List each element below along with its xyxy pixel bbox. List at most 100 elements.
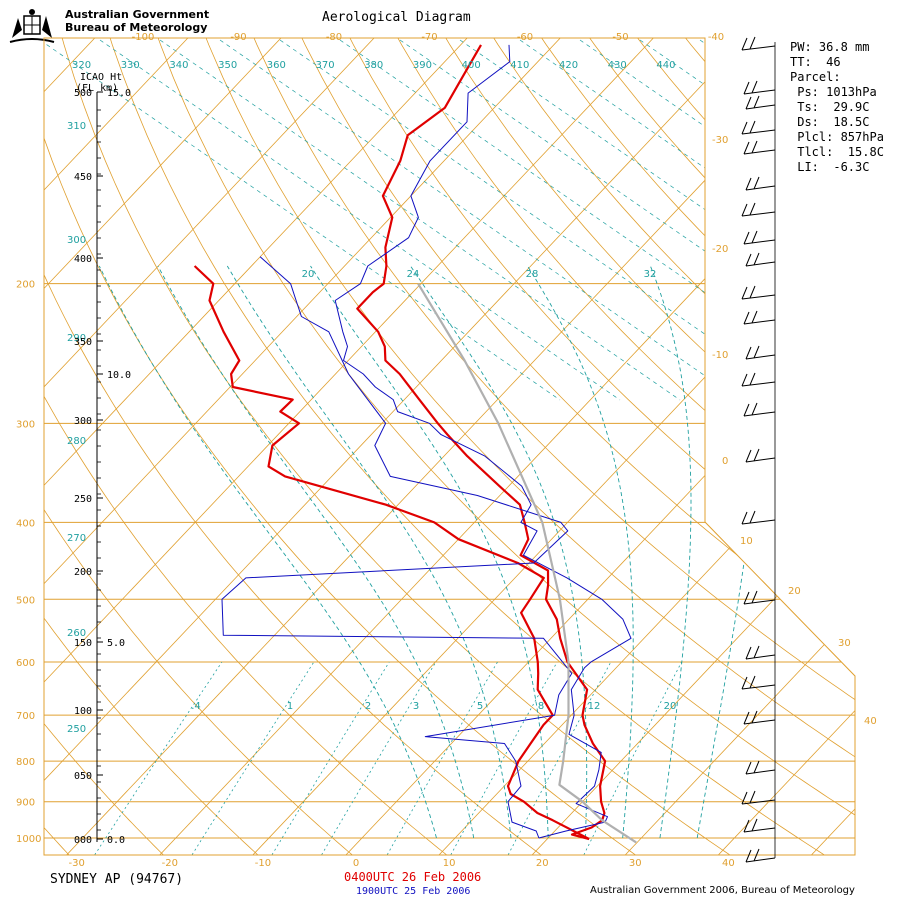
pressure-label-900: 900 [16,798,35,809]
dry-adiabat-260 [44,38,258,855]
height-fl-label-200: 200 [74,567,92,578]
theta-e-label-360: 360 [267,60,286,71]
right-temperature-label-20: 20 [788,586,801,597]
theta-e-label-320: 320 [72,60,91,71]
moist-adiabat-12 [157,265,475,839]
chart-title: Aerological Diagram [322,10,471,25]
wind-barb-flag [741,511,748,525]
moist-adiabat-label-24: 24 [407,269,420,280]
wind-barb-staff [741,684,776,690]
wind-barb-flag [743,591,750,605]
wind-barb-flag [741,676,748,690]
wind-barb-staff [745,857,776,863]
wind-barb [743,140,776,155]
temperature-axis-label-10: 10 [443,858,456,869]
moist-adiabat-8 [98,265,437,839]
wind-barb-flag [741,286,748,300]
dry-adiabat-290 [44,38,542,855]
wind-barb [745,645,776,660]
pressure-label-400: 400 [16,518,35,529]
isotherm--90 [44,38,348,855]
dry-adiabat-380 [381,38,855,855]
wind-barb [743,310,776,325]
top-temperature-label--100: -100 [132,32,155,43]
pressure-label-300: 300 [16,419,35,430]
mixing-ratio-20 [583,661,682,855]
right-temperature-label-0: 0 [722,456,728,467]
wind-barb-flag [745,761,752,775]
mixing-ratio-label-12: 12 [588,701,601,712]
wind-barb [745,95,776,110]
moist-adiabat-28 [527,265,634,839]
parcel-info-panel: PW: 36.8 mm TT: 46 Parcel: Ps: 1013hPa T… [790,40,884,175]
top-temperature-label--70: -70 [421,32,437,43]
moist-adiabat-32 [649,265,692,839]
lifted-index: LI: -6.3C [790,160,870,174]
wind-barb-flag [741,203,748,217]
theta-e-line-2 [159,39,681,401]
right-temperature-label-10: 10 [740,536,753,547]
pressure-label-800: 800 [16,757,35,768]
theta-e-line-8 [519,39,855,401]
height-km-label-15.0: 15.0 [107,88,131,99]
moist-adiabat-label-28: 28 [526,269,539,280]
theta-left-label-290: 290 [67,333,86,344]
wind-barb-staff [741,519,776,525]
theta-left-label-280: 280 [67,436,86,447]
temperature-axis-label-40: 40 [722,858,735,869]
top-temperature-label--50: -50 [612,32,628,43]
plot-frame [43,37,856,856]
total-totals: TT: 46 [790,55,841,69]
theta-e-label-440: 440 [656,60,675,71]
theta-e-label-340: 340 [169,60,188,71]
mixing-ratio-5 [386,661,498,855]
mixing-ratio-label-3: 3 [413,701,419,712]
wind-barb-flag [749,285,756,299]
wind-barb-flag [745,449,752,463]
top-temperature-label--40: -40 [708,32,724,43]
wind-barb-flag [749,36,756,50]
theta-e-label-420: 420 [559,60,578,71]
wind-barb-flag [745,849,752,863]
wind-barb-staff [745,654,776,660]
wind-barb [741,790,776,805]
top-temperature-label--90: -90 [230,32,246,43]
dewpoint-0400utc [193,265,590,840]
theta-left-label-310: 310 [67,121,86,132]
theta-e-line-0 [44,39,561,401]
wind-barb-flag [753,848,760,862]
wind-barb-staff [745,769,776,775]
height-fl-label-000: 000 [74,835,92,846]
height-fl-label-450: 450 [74,172,92,183]
moist-adiabat-label-20: 20 [302,269,315,280]
pressure-label-200: 200 [16,280,35,291]
isotherm--50 [44,38,720,855]
theta-e-line-5 [339,39,855,401]
wind-barb-flag [753,645,760,659]
mixing-ratio-label-5: 5 [477,701,483,712]
theta-e-line-7 [459,39,855,401]
wind-barb-flag [749,372,756,386]
parcel-lcl-pressure: Plcl: 857hPa [790,130,884,144]
height-km-label-0.0: 0.0 [107,835,125,846]
wind-barb-flag [745,253,752,267]
sounding-time-previous: 1900UTC 25 Feb 2006 [356,886,471,897]
height-axis-units: (FL km) [76,83,118,94]
wind-barb-flag [751,402,758,416]
wind-barb-flag [751,140,758,154]
isotherm--100 [44,38,255,855]
wind-barb-staff [745,185,776,191]
wind-barb-flag [751,80,758,94]
wind-barb-flag [743,231,750,245]
isotherm-30 [625,38,855,855]
wind-barb-flag [751,590,758,604]
mixing-ratio-label-20: 20 [664,701,677,712]
right-temperature-label--30: -30 [712,135,728,146]
temperature-1900utc [334,44,632,839]
wind-barb-flag [743,711,750,725]
wind-barb [743,80,776,95]
mixing-ratio-2 [271,661,390,855]
theta-e-label-370: 370 [316,60,335,71]
wind-barb-flag [753,345,760,359]
wind-barb [743,590,776,605]
